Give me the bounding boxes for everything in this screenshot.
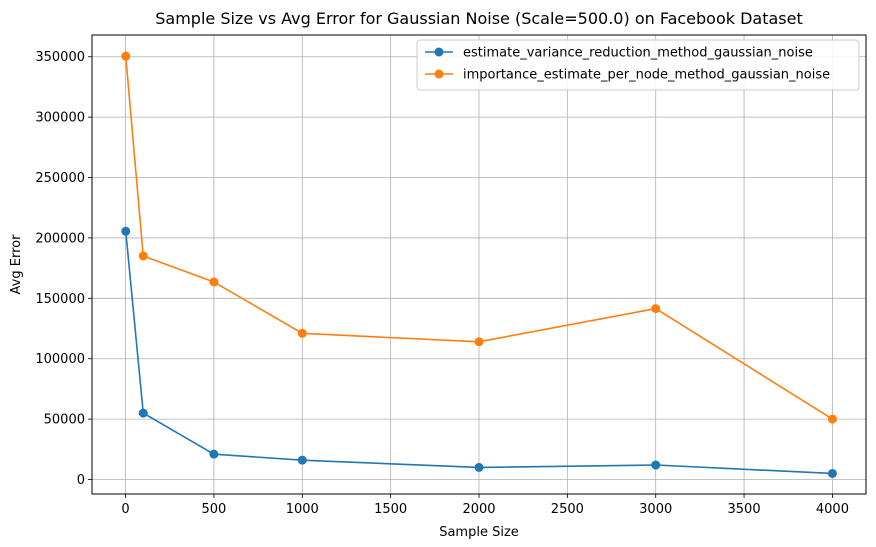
x-tick-label: 3500 <box>728 502 761 517</box>
data-point <box>474 337 484 347</box>
y-tick-label: 300000 <box>35 111 85 126</box>
data-point <box>209 449 219 459</box>
data-point <box>209 277 219 287</box>
grid-lines <box>92 35 866 494</box>
x-tick-label: 3000 <box>639 502 672 517</box>
legend-label: importance_estimate_per_node_method_gaus… <box>463 68 830 83</box>
x-tick-label: 1500 <box>374 502 407 517</box>
data-point <box>297 455 307 465</box>
chart-title: Sample Size vs Avg Error for Gaussian No… <box>155 9 803 28</box>
x-tick-label: 2500 <box>551 502 584 517</box>
series-1 <box>121 226 837 478</box>
x-tick-label: 2000 <box>462 502 495 517</box>
y-axis-label: Avg Error <box>9 234 24 295</box>
y-tick-label: 0 <box>77 473 85 488</box>
data-point <box>138 251 148 261</box>
legend-swatch-marker <box>434 47 444 57</box>
legend-label: estimate_variance_reduction_method_gauss… <box>463 46 813 61</box>
x-tick-label: 4000 <box>816 502 849 517</box>
y-tick-label: 200000 <box>35 231 85 246</box>
y-tick-label: 150000 <box>35 292 85 307</box>
y-tick-label: 50000 <box>44 413 85 428</box>
y-tick-label: 350000 <box>35 50 85 65</box>
x-tick-label: 1000 <box>286 502 319 517</box>
data-point <box>651 460 661 470</box>
series-2 <box>121 51 837 424</box>
data-point <box>827 468 837 478</box>
data-point <box>651 304 661 314</box>
data-point <box>138 408 148 418</box>
legend: estimate_variance_reduction_method_gauss… <box>416 39 860 91</box>
series-group <box>121 51 837 478</box>
y-tick-label: 250000 <box>35 171 85 186</box>
x-tick-label: 0 <box>121 502 129 517</box>
y-tick-label: 100000 <box>35 352 85 367</box>
axis-ticks: 0 500 1000 1500 2000 2500 3000 3500 4000 0 50000 10… <box>35 50 849 517</box>
x-tick-label: 500 <box>202 502 227 517</box>
x-axis-label: Sample Size <box>439 525 519 540</box>
legend-box <box>416 39 860 91</box>
data-point <box>827 414 837 424</box>
data-point <box>297 328 307 338</box>
data-point <box>474 462 484 472</box>
legend-swatch-marker <box>434 69 444 79</box>
data-point <box>121 51 131 61</box>
data-point <box>121 226 131 236</box>
